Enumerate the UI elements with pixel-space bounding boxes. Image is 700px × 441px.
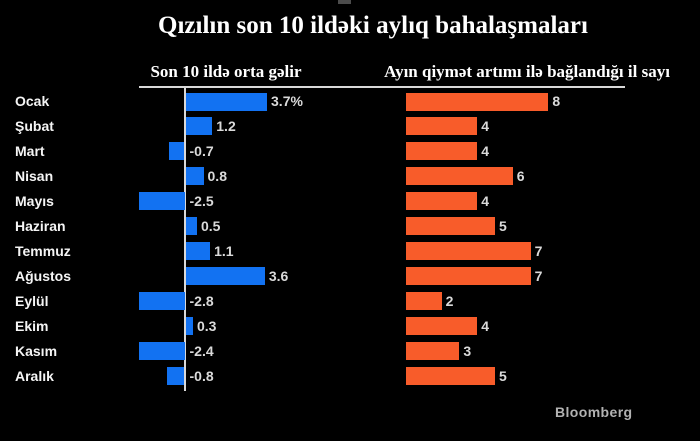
avg-return-value: 1.1 — [214, 242, 234, 259]
month-label: Mart — [15, 143, 45, 160]
avg-return-bar — [186, 117, 213, 136]
years-up-bar — [406, 366, 495, 385]
years-up-bar — [406, 291, 442, 310]
month-label: Ocak — [15, 93, 50, 110]
years-up-bar — [406, 142, 478, 161]
avg-return-value: 3.6 — [268, 267, 289, 284]
years-up-bar — [406, 92, 549, 111]
years-up-value: 7 — [534, 242, 543, 259]
month-label: Eylül — [15, 292, 49, 309]
avg-return-value: -2.4 — [189, 342, 214, 359]
avg-return-bar — [186, 242, 211, 261]
years-up-bar — [406, 167, 513, 186]
avg-return-bar — [186, 217, 197, 236]
chart-row: Şubat 1.2 4 — [0, 114, 700, 139]
month-label: Ağustos — [15, 267, 71, 284]
years-up-value: 4 — [481, 118, 489, 135]
avg-return-value: -2.5 — [189, 193, 214, 210]
avg-return-value: 0.5 — [200, 218, 221, 235]
month-label: Nisan — [15, 168, 54, 185]
years-up-value: 4 — [481, 193, 489, 210]
chart-rows: Ocak 3.7% 8 Şubat 1.2 4 Mart -0.7 4 Nisan 0.8 6 Mayı… — [0, 89, 700, 389]
month-label: Mayıs — [15, 193, 54, 210]
month-label: Ekim — [15, 317, 49, 334]
month-label: Haziran — [15, 218, 66, 235]
avg-return-bar — [139, 291, 185, 310]
years-up-bar — [406, 266, 531, 285]
left-chart-subtitle: Son 10 ildə orta gəlir — [150, 62, 302, 81]
years-up-value: 5 — [499, 367, 507, 384]
avg-return-value: 0.3 — [197, 317, 217, 334]
header-divider — [139, 86, 625, 88]
years-up-bar — [406, 117, 478, 136]
avg-return-bar — [166, 366, 185, 385]
chart-row: Ağustos 3.6 7 — [0, 263, 700, 288]
avg-return-bar — [139, 192, 185, 211]
years-up-bar — [406, 242, 531, 261]
avg-return-bar — [186, 92, 268, 111]
chart-row: Aralık -0.8 5 — [0, 363, 700, 388]
month-label: Şubat — [15, 118, 54, 135]
years-up-value: 5 — [499, 218, 507, 235]
bloomberg-logo: Bloomberg — [555, 404, 633, 420]
month-label: Temmuz — [15, 242, 71, 259]
avg-return-value: 0.8 — [207, 168, 227, 185]
years-up-value: 2 — [445, 292, 454, 309]
years-up-bar — [406, 192, 478, 211]
chart-row: Eylül -2.8 2 — [0, 288, 700, 313]
avg-return-bar — [186, 266, 265, 285]
years-up-value: 4 — [481, 143, 489, 160]
right-chart-subtitle: Ayın qiymət artımı ilə bağlandığı il say… — [384, 62, 670, 81]
years-up-bar — [406, 316, 478, 335]
chart-row: Temmuz 1.1 7 — [0, 239, 700, 264]
chart-row: Kasım -2.4 3 — [0, 338, 700, 363]
left-chart-zero-axis — [184, 88, 186, 391]
years-up-value: 8 — [552, 93, 561, 110]
top-edge-artifact — [338, 0, 351, 4]
chart-row: Ocak 3.7% 8 — [0, 89, 700, 114]
years-up-bar — [406, 217, 495, 236]
avg-return-value: 1.2 — [216, 118, 236, 135]
avg-return-bar — [186, 167, 204, 186]
chart-row: Nisan 0.8 6 — [0, 164, 700, 189]
chart-row: Mayıs -2.5 4 — [0, 189, 700, 214]
avg-return-value: -0.8 — [189, 367, 214, 384]
years-up-value: 3 — [463, 342, 472, 359]
avg-return-value: -2.8 — [189, 292, 214, 309]
chart-row: Ekim 0.3 4 — [0, 313, 700, 338]
years-up-bar — [406, 341, 460, 360]
years-up-value: 7 — [534, 267, 543, 284]
chart-row: Haziran 0.5 5 — [0, 214, 700, 239]
avg-return-bar — [169, 142, 185, 161]
chart-row: Mart -0.7 4 — [0, 139, 700, 164]
avg-return-value: -0.7 — [189, 143, 214, 160]
avg-return-value: 3.7% — [271, 93, 303, 110]
avg-return-bar — [186, 316, 193, 335]
avg-return-bar — [139, 341, 185, 360]
years-up-value: 6 — [516, 168, 525, 185]
years-up-value: 4 — [481, 317, 489, 334]
chart-title: Qızılın son 10 ildəki aylıq bahalaşmalar… — [158, 12, 588, 39]
month-label: Kasım — [15, 342, 58, 359]
month-label: Aralık — [15, 367, 54, 384]
